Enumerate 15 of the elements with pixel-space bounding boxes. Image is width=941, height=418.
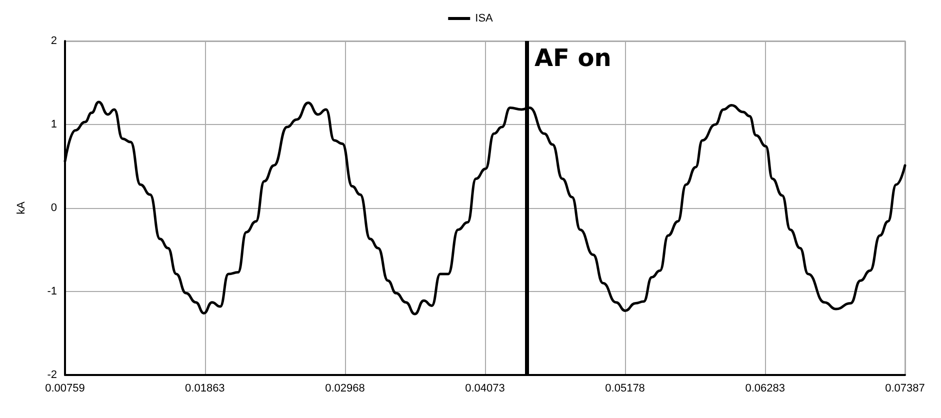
y-tick-label: 2 — [50, 35, 57, 47]
x-tick-label: 0.07387 — [885, 382, 925, 394]
ref-line-label: AF on — [534, 44, 612, 72]
y-tick-label: -2 — [47, 369, 57, 381]
y-tick-label: 0 — [50, 202, 57, 214]
y-axis-title: kA — [16, 200, 28, 214]
x-tick-label: 0.04073 — [465, 382, 505, 394]
y-tick-label: -1 — [47, 286, 57, 298]
x-tick-label: 0.00759 — [45, 382, 85, 394]
legend-label: ISA — [475, 12, 494, 24]
x-tick-label: 0.05178 — [605, 382, 645, 394]
x-tick-label: 0.02968 — [325, 382, 365, 394]
x-tick-label: 0.01863 — [185, 382, 225, 394]
y-tick-label: 1 — [50, 118, 57, 130]
x-tick-label: 0.06283 — [745, 382, 785, 394]
